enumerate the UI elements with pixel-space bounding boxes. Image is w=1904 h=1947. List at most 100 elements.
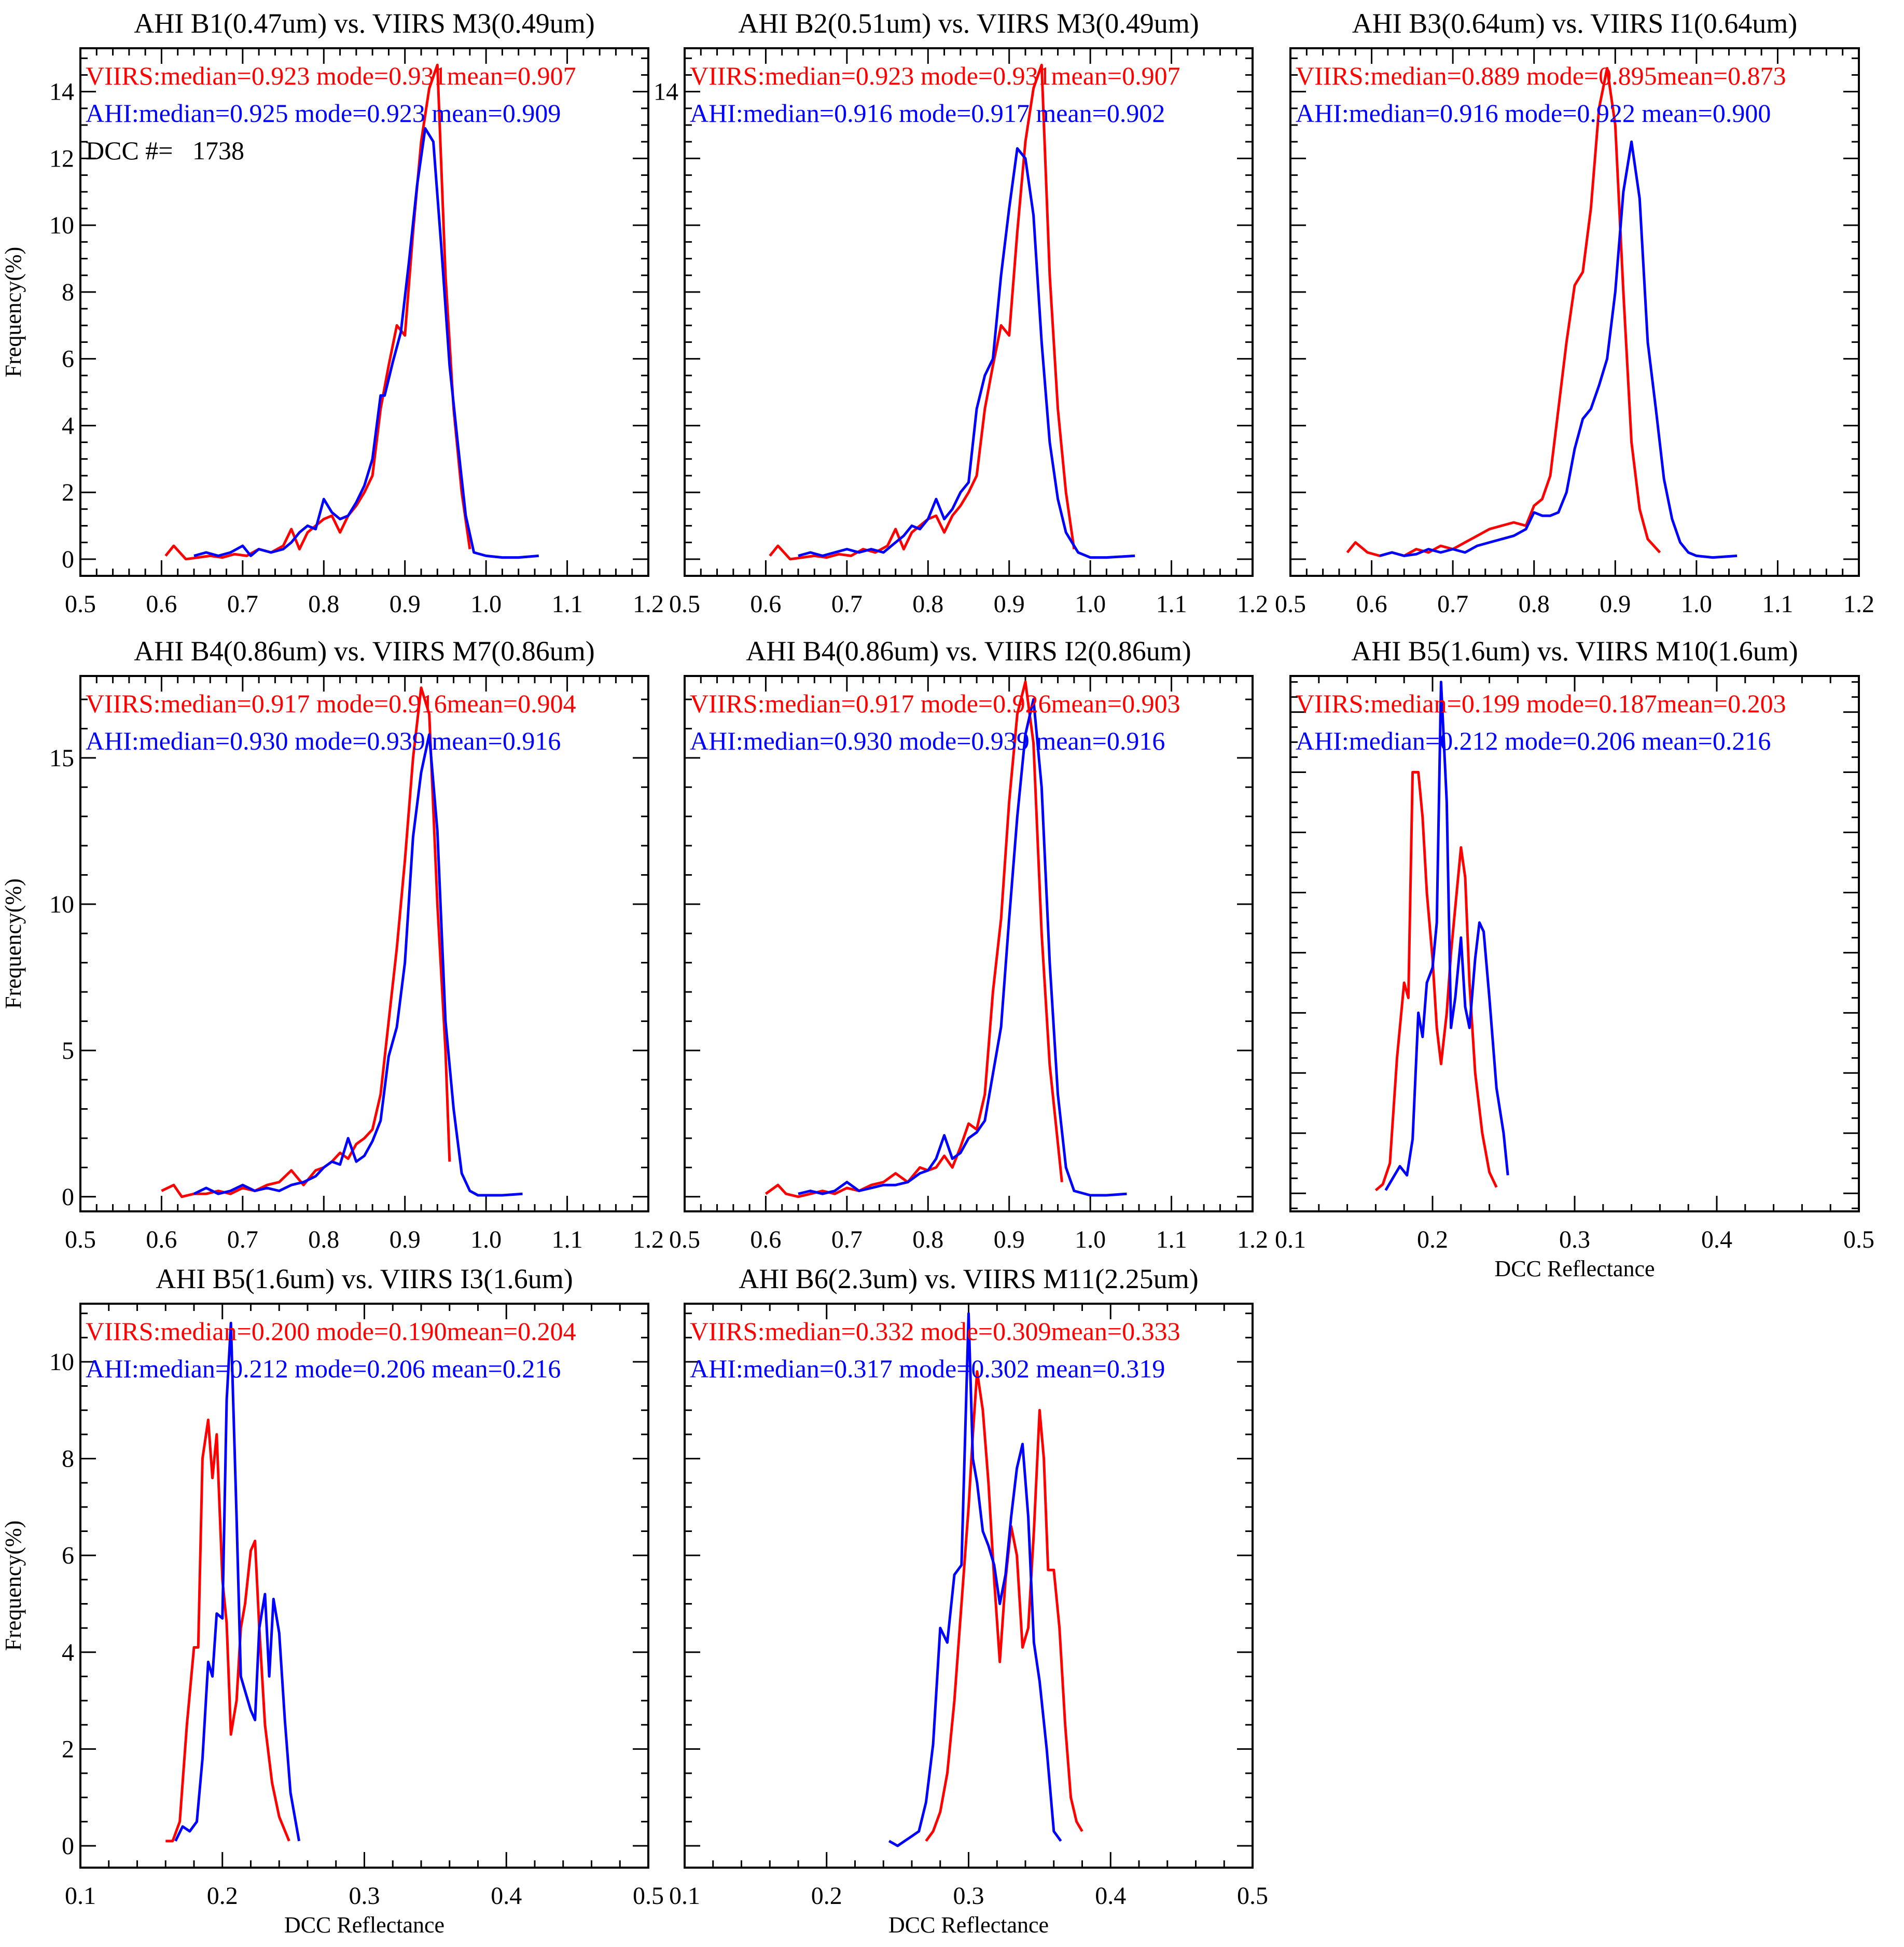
x-tick-label: 0.7 [1437, 590, 1468, 618]
x-tick-label: 0.4 [1701, 1226, 1732, 1253]
x-tick-label: 0.6 [750, 590, 781, 618]
x-tick-label: 1.0 [1681, 590, 1712, 618]
y-tick-label: 15 [49, 744, 74, 772]
y-tick-label: 8 [62, 1445, 74, 1473]
series-line-ahi [193, 127, 539, 559]
series-line-ahi [193, 733, 523, 1197]
x-tick-label: 1.2 [1237, 1226, 1268, 1253]
panel-title: AHI B5(1.6um) vs. VIIRS M10(1.6um) [1351, 636, 1798, 667]
x-tick-label: 0.5 [633, 1882, 664, 1910]
x-axis-title: DCC Reflectance [284, 1912, 444, 1938]
y-tick-label: 14 [654, 78, 678, 106]
series-line-viirs [925, 1370, 1083, 1842]
panel-title: AHI B1(0.47um) vs. VIIRS M3(0.49um) [134, 8, 595, 39]
plot-frame [684, 675, 1254, 1212]
x-tick-label: 0.7 [831, 1226, 863, 1253]
x-tick-label: 0.7 [227, 590, 258, 618]
panel-title: AHI B5(1.6um) vs. VIIRS I3(1.6um) [156, 1263, 573, 1294]
x-tick-label: 0.5 [669, 590, 700, 618]
x-axis-title: DCC Reflectance [888, 1912, 1049, 1938]
panel-3: AHI B3(0.64um) vs. VIIRS I1(0.64um) 0.5 0.… [1275, 8, 1874, 618]
x-tick-label: 0.7 [831, 590, 863, 618]
y-tick-label: 0 [62, 546, 74, 573]
x-tick-label: 0.5 [669, 1226, 700, 1253]
x-tick-label: 0.5 [1237, 1882, 1268, 1910]
x-tick-label: 0.5 [1843, 1226, 1874, 1253]
x-tick-label: 0.3 [349, 1882, 380, 1910]
x-tick-label: 0.1 [1275, 1226, 1306, 1253]
stats-ahi: AHI:median=0.930 mode=0.939 mean=0.916 [690, 726, 1165, 755]
x-tick-label: 0.6 [750, 1226, 781, 1253]
x-tick-label: 0.6 [1356, 590, 1387, 618]
x-tick-label: 0.9 [390, 1226, 421, 1253]
y-axis-title: Frequency(%) [1, 247, 26, 378]
panel-4: AHI B4(0.86um) vs. VIIRS M7(0.86um) 0.5 0.… [1, 636, 664, 1253]
panel-7: AHI B5(1.6um) vs. VIIRS I3(1.6um) 0.1 0.2 0… [1, 1263, 664, 1938]
y-tick-label: 10 [49, 212, 74, 239]
x-tick-label: 0.9 [1600, 590, 1631, 618]
x-tick-label: 0.6 [146, 1226, 177, 1253]
panel-8: AHI B6(2.3um) vs. VIIRS M11(2.25um) 0.1 0.… [669, 1263, 1268, 1938]
x-tick-label: 0.3 [953, 1882, 984, 1910]
x-tick-label: 0.5 [1275, 590, 1306, 618]
series-line-ahi [174, 1321, 301, 1842]
x-tick-label: 0.6 [146, 590, 177, 618]
x-tick-label: 0.8 [912, 590, 943, 618]
y-tick-label: 6 [62, 1542, 74, 1569]
y-tick-label: 4 [62, 1639, 74, 1666]
stats-viirs: VIIRS:median=0.199 mode=0.187mean=0.203 [1296, 689, 1786, 718]
x-tick-label: 1.1 [1156, 590, 1187, 618]
panel-title: AHI B4(0.86um) vs. VIIRS M7(0.86um) [134, 636, 595, 667]
stats-ahi: AHI:median=0.317 mode=0.302 mean=0.319 [690, 1354, 1165, 1383]
x-tick-label: 1.1 [552, 1226, 583, 1253]
series-line-viirs [165, 1418, 290, 1843]
series-line-ahi [798, 698, 1127, 1197]
stats-viirs: VIIRS:median=0.889 mode=0.895mean=0.873 [1296, 61, 1786, 90]
stats-ahi: AHI:median=0.925 mode=0.923 mean=0.909 [86, 99, 561, 128]
x-tick-label: 0.2 [811, 1882, 842, 1910]
x-tick-label: 0.9 [994, 590, 1025, 618]
panel-5: AHI B4(0.86um) vs. VIIRS I2(0.86um) 0.5 0.… [669, 636, 1268, 1253]
plot-frame [1289, 47, 1860, 577]
plot-frame [684, 1303, 1254, 1869]
x-tick-label: 1.0 [470, 1226, 502, 1253]
series-line-viirs [769, 63, 1076, 561]
stats-viirs: VIIRS:median=0.332 mode=0.309mean=0.333 [690, 1317, 1180, 1346]
x-tick-label: 0.1 [65, 1882, 96, 1910]
x-tick-label: 1.0 [1075, 590, 1106, 618]
series-line-viirs [765, 680, 1063, 1198]
stats-ahi: AHI:median=0.212 mode=0.206 mean=0.216 [1296, 726, 1771, 755]
x-tick-label: 0.8 [308, 590, 339, 618]
y-tick-label: 0 [62, 1183, 74, 1211]
series-line-viirs [1374, 771, 1498, 1192]
x-tick-label: 0.5 [65, 1226, 96, 1253]
y-tick-label: 4 [62, 412, 74, 439]
stats-viirs: VIIRS:median=0.200 mode=0.190mean=0.204 [86, 1317, 576, 1346]
plot-frame [1289, 675, 1860, 1212]
y-tick-label: 14 [49, 78, 74, 106]
y-tick-label: 12 [49, 145, 74, 172]
x-tick-label: 0.2 [1417, 1226, 1448, 1253]
x-tick-label: 1.1 [1156, 1226, 1187, 1253]
y-tick-label: 10 [49, 891, 74, 918]
y-tick-label: 0 [62, 1832, 74, 1860]
x-tick-label: 1.1 [1762, 590, 1793, 618]
plot-frame [79, 1303, 649, 1869]
x-tick-label: 0.2 [207, 1882, 238, 1910]
x-tick-label: 1.2 [633, 1226, 664, 1253]
stats-viirs: VIIRS:median=0.917 mode=0.916mean=0.904 [86, 689, 576, 718]
x-tick-label: 1.0 [1075, 1226, 1106, 1253]
y-tick-label: 8 [62, 279, 74, 306]
panel-title: AHI B4(0.86um) vs. VIIRS I2(0.86um) [746, 636, 1191, 667]
x-tick-label: 0.8 [1519, 590, 1550, 618]
series-line-viirs [164, 63, 471, 561]
panel-6: AHI B5(1.6um) vs. VIIRS M10(1.6um) 0.1 0.2… [1275, 636, 1874, 1281]
x-tick-label: 1.2 [633, 590, 664, 618]
panel-title: AHI B3(0.64um) vs. VIIRS I1(0.64um) [1352, 8, 1797, 39]
plot-frame [79, 47, 649, 577]
series-line-ahi [888, 1312, 1062, 1847]
series-line-ahi [1384, 681, 1509, 1191]
series-line-ahi [798, 147, 1135, 559]
series-line-ahi [1379, 140, 1738, 559]
